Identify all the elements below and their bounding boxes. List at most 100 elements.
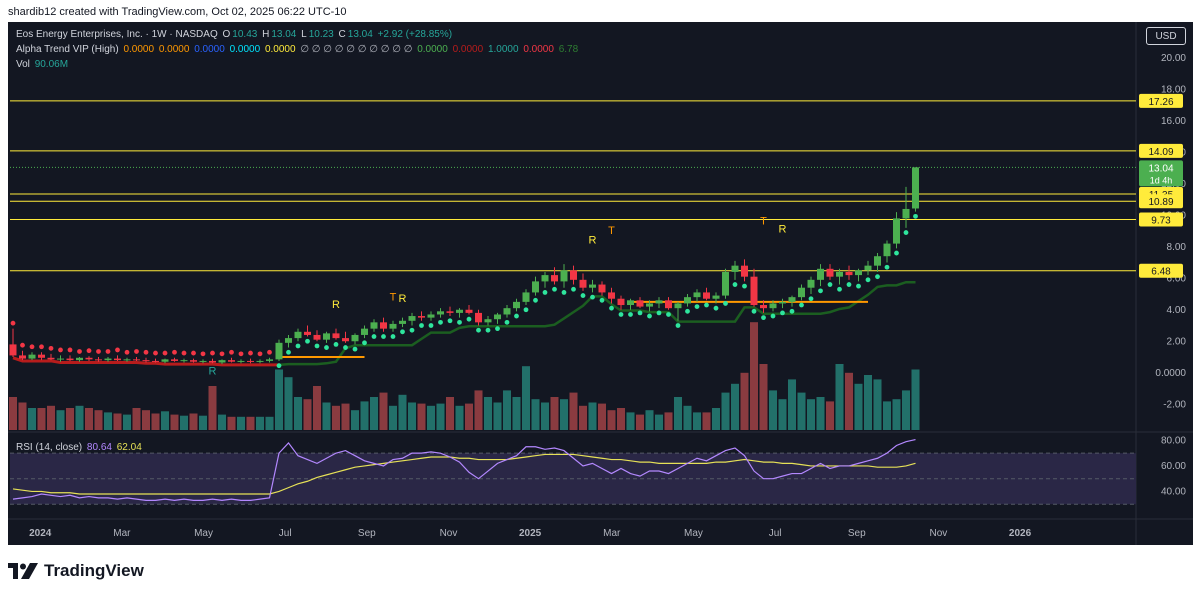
candle-body bbox=[589, 284, 596, 288]
candle-body bbox=[475, 312, 482, 323]
volume-bar bbox=[237, 416, 245, 430]
volume-bar bbox=[265, 416, 274, 430]
trend-dot bbox=[48, 345, 54, 351]
volume-bar bbox=[113, 413, 122, 430]
volume-bar bbox=[835, 364, 844, 430]
last-price-tag bbox=[1139, 160, 1183, 187]
trend-dot bbox=[200, 351, 206, 357]
candle-body bbox=[142, 360, 150, 362]
trend-dot bbox=[96, 349, 101, 354]
volume-bar bbox=[845, 372, 853, 430]
candle-body bbox=[655, 300, 663, 304]
trend-dot bbox=[134, 349, 139, 354]
high-label: H bbox=[262, 29, 270, 40]
tradingview-brand: TradingView bbox=[44, 561, 144, 580]
volume-bar bbox=[284, 377, 293, 430]
trend-dot bbox=[713, 305, 719, 311]
candle-body bbox=[123, 359, 131, 361]
trend-dot bbox=[324, 345, 329, 350]
candle-body bbox=[332, 333, 340, 339]
rsi-axis-tick: 60.00 bbox=[1161, 461, 1186, 472]
currency-button[interactable]: USD bbox=[1146, 27, 1186, 45]
candle-body bbox=[579, 279, 587, 288]
candle-body bbox=[522, 292, 530, 302]
tradingview-footer: TradingView bbox=[8, 559, 144, 583]
candle-body bbox=[750, 276, 758, 306]
time-axis-tick: Jul bbox=[769, 528, 782, 539]
price-chart[interactable]: -2.000.00002.004.006.008.0010.0012.0014.… bbox=[8, 22, 1193, 545]
candle-body bbox=[9, 344, 17, 356]
candle-body bbox=[342, 338, 349, 342]
price-axis-tick: 0.0000 bbox=[1155, 368, 1186, 379]
volume-bar bbox=[465, 403, 473, 430]
volume-bar bbox=[142, 410, 150, 430]
low-label: L bbox=[301, 29, 307, 40]
rsi-line bbox=[12, 438, 916, 502]
indicator-name: Alpha Trend VIP (High) bbox=[16, 44, 119, 55]
trend-dot bbox=[153, 350, 158, 356]
bar-countdown-label: 1d 4h bbox=[1150, 175, 1173, 185]
candle-body bbox=[28, 354, 36, 359]
candle-body bbox=[712, 295, 720, 299]
volume-bar bbox=[731, 383, 739, 430]
candle-body bbox=[152, 360, 159, 362]
volume-bar bbox=[579, 405, 587, 430]
volume-bar bbox=[66, 408, 74, 430]
candle-body bbox=[446, 311, 454, 313]
indicator-value: 0.0000 bbox=[194, 44, 228, 55]
volume-bar bbox=[208, 386, 217, 430]
trend-dot bbox=[580, 293, 586, 298]
indicator-value: 0.0000 bbox=[523, 44, 557, 55]
candle-body bbox=[845, 271, 853, 276]
time-axis-tick: May bbox=[194, 528, 213, 539]
trend-dot bbox=[628, 312, 633, 317]
volume-bar bbox=[769, 390, 777, 430]
candle-body bbox=[513, 301, 520, 309]
time-axis-tick: 2025 bbox=[519, 528, 542, 539]
volume-bar bbox=[94, 410, 103, 430]
trend-dot bbox=[419, 323, 424, 328]
trend-dot bbox=[618, 312, 624, 317]
rsi-legend: RSI (14, close) 80.64 62.04 bbox=[16, 442, 144, 453]
symbol-legend: Eos Energy Enterprises, Inc. · 1W · NASD… bbox=[16, 29, 454, 40]
candle-body bbox=[788, 297, 796, 302]
trend-dot bbox=[685, 308, 690, 314]
indicator-value: 0.0000 bbox=[264, 44, 299, 55]
trend-dot bbox=[656, 310, 662, 316]
trend-dot bbox=[20, 342, 25, 348]
volume-bar bbox=[360, 401, 369, 430]
price-axis-tick: 20.00 bbox=[1161, 53, 1186, 64]
price-level-label: 6.48 bbox=[1151, 267, 1171, 278]
volume-bar bbox=[189, 413, 198, 430]
trend-line-up bbox=[278, 280, 916, 367]
candle-body bbox=[399, 320, 406, 324]
price-level-tag bbox=[1139, 93, 1183, 108]
trend-dot bbox=[276, 363, 282, 369]
trend-dot bbox=[571, 286, 576, 292]
candle-body bbox=[484, 319, 492, 323]
candle-body bbox=[47, 357, 55, 360]
trend-dot bbox=[305, 338, 310, 344]
candle-body bbox=[636, 300, 644, 307]
candle-body bbox=[902, 208, 910, 219]
volume-legend: Vol 90.06M bbox=[16, 59, 70, 70]
trend-dot bbox=[637, 310, 643, 316]
trend-dot bbox=[267, 349, 272, 355]
high-value: 13.04 bbox=[271, 29, 297, 40]
trend-dot bbox=[409, 327, 415, 333]
trend-dot bbox=[732, 282, 738, 287]
candle-body bbox=[256, 360, 264, 362]
candle-body bbox=[570, 270, 577, 280]
candle-body bbox=[693, 292, 701, 298]
candle-body bbox=[722, 271, 729, 296]
trend-dot bbox=[314, 343, 320, 349]
trend-dot bbox=[856, 283, 861, 289]
volume-bar bbox=[617, 408, 625, 430]
trend-dot bbox=[561, 290, 567, 295]
candle-body bbox=[912, 167, 919, 209]
trend-dot bbox=[352, 346, 358, 352]
signal-label: T bbox=[390, 291, 397, 303]
trend-dot bbox=[466, 316, 472, 322]
candle-body bbox=[408, 316, 416, 321]
volume-bar bbox=[902, 390, 910, 430]
